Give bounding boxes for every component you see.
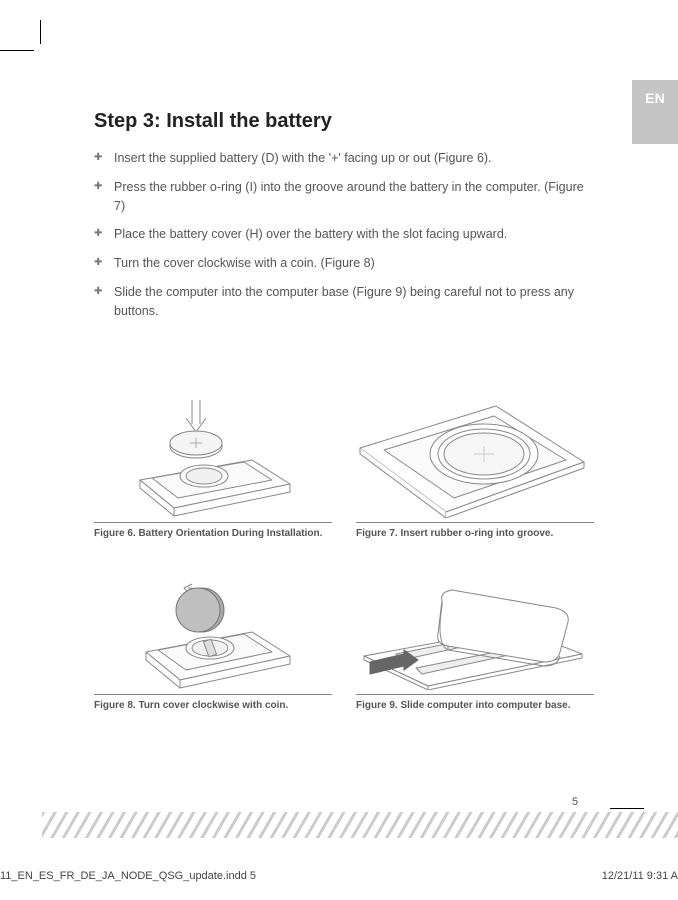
figure-7: Figure 7. Insert rubber o-ring into groo… (356, 398, 594, 550)
list-item: Turn the cover clockwise with a coin. (F… (94, 254, 584, 273)
figure-8-caption: Figure 8. Turn cover clockwise with coin… (94, 694, 332, 722)
figure-7-caption: Figure 7. Insert rubber o-ring into groo… (356, 522, 594, 550)
page-title: Step 3: Install the battery (94, 110, 584, 133)
figure-grid: Figure 6. Battery Orientation During Ins… (94, 398, 594, 722)
list-item: Press the rubber o-ring (I) into the gro… (94, 178, 584, 216)
figure-9-caption: Figure 9. Slide computer into computer b… (356, 694, 594, 722)
trim-hatch (42, 812, 678, 838)
figure-7-illustration (356, 398, 586, 518)
list-item: Slide the computer into the computer bas… (94, 283, 584, 321)
crop-mark (0, 50, 34, 51)
crop-mark (610, 808, 644, 809)
footer-timestamp: 12/21/11 9:31 A (602, 870, 678, 882)
figure-8: Figure 8. Turn cover clockwise with coin… (94, 570, 332, 722)
figure-6: Figure 6. Battery Orientation During Ins… (94, 398, 332, 550)
figure-9-illustration (356, 570, 586, 690)
page-number: 5 (572, 796, 578, 808)
language-tab: EN (632, 80, 678, 144)
figure-9: Figure 9. Slide computer into computer b… (356, 570, 594, 722)
figure-6-caption: Figure 6. Battery Orientation During Ins… (94, 522, 332, 550)
list-item: Insert the supplied battery (D) with the… (94, 149, 584, 168)
crop-mark (40, 20, 41, 44)
figure-8-illustration (94, 570, 324, 690)
step-list: Insert the supplied battery (D) with the… (94, 149, 584, 320)
footer-filename: 11_EN_ES_FR_DE_JA_NODE_QSG_update.indd 5 (0, 870, 256, 882)
content-block: Step 3: Install the battery Insert the s… (94, 110, 584, 330)
figure-6-illustration (94, 398, 324, 518)
list-item: Place the battery cover (H) over the bat… (94, 225, 584, 244)
